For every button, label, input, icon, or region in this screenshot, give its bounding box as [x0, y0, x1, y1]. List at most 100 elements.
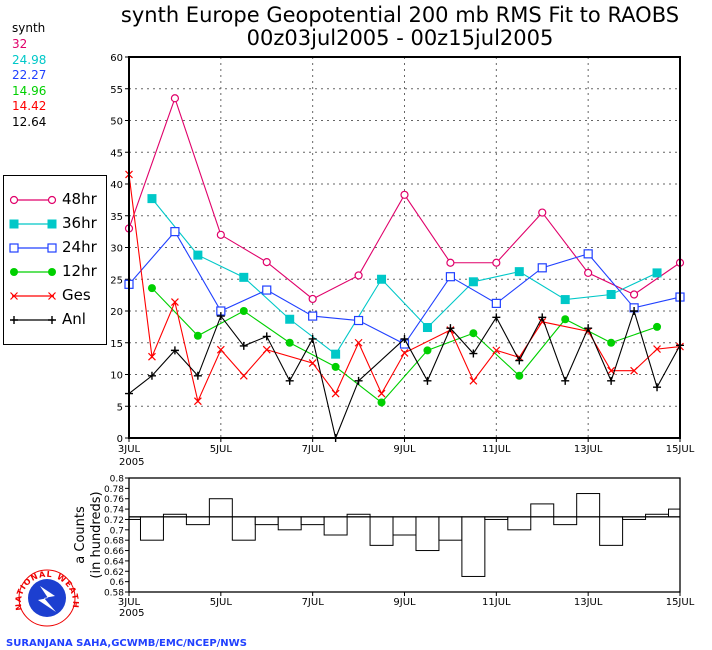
data-point [193, 397, 202, 406]
series-48hr [124, 94, 685, 304]
series-line [151, 198, 658, 355]
data-point [285, 376, 294, 385]
data-point [331, 389, 340, 398]
x-tick-label: 15JUL [666, 444, 695, 455]
data-point [491, 298, 501, 308]
data-point [423, 346, 432, 355]
data-point [538, 313, 547, 322]
data-point [285, 338, 294, 347]
x-tick-label: 9JUL [393, 597, 416, 608]
y-tick-label: 0.7 [110, 526, 124, 536]
data-point [560, 295, 570, 305]
data-point [584, 268, 593, 277]
data-point [629, 290, 639, 299]
count-bar [185, 516, 210, 526]
data-point [469, 329, 478, 338]
y-tick-label: 55 [110, 85, 123, 96]
legend-marker-icon [9, 219, 19, 229]
legend-marker-icon [9, 243, 19, 253]
x-tick-label: 9JUL [393, 444, 416, 455]
data-point [514, 267, 524, 277]
data-point [285, 314, 295, 324]
legend: 48hr 36hr 24hr 12hr Ges Anl [3, 175, 107, 345]
data-point [239, 371, 248, 380]
y-tick-label: 25 [110, 275, 123, 286]
legend-marker-icon [10, 292, 18, 300]
x-year-label: 2005 [119, 608, 144, 619]
data-point [607, 376, 616, 385]
data-point [445, 272, 456, 282]
data-point [561, 315, 570, 324]
plot-frame [128, 477, 681, 593]
data-point [630, 307, 639, 315]
data-point [331, 362, 340, 371]
data-point [148, 352, 156, 361]
plot-frame [128, 56, 681, 439]
data-point [262, 258, 271, 267]
legend-marker-icon [48, 316, 56, 324]
data-point [170, 298, 179, 307]
count-bar [277, 516, 302, 531]
count-plot: 0.580.60.620.640.660.680.70.720.740.760.… [73, 475, 695, 620]
data-point [170, 94, 180, 103]
data-point [170, 227, 180, 237]
data-point [653, 322, 662, 331]
data-point [468, 277, 478, 287]
data-point [652, 268, 662, 278]
y-axis-label-line2: (in hundreds) [89, 491, 104, 578]
data-point [308, 359, 317, 367]
data-point [216, 345, 225, 354]
y-tick-label: 0.6 [110, 578, 125, 588]
data-point [377, 389, 386, 398]
synth-value: 14.42 [12, 99, 47, 113]
data-point [584, 324, 593, 333]
data-point [607, 338, 616, 347]
x-tick-label: 11JUL [482, 597, 511, 608]
data-point [377, 274, 387, 284]
y-tick-label: 10 [110, 371, 123, 382]
count-bar [530, 503, 555, 518]
x-tick-label: 3JUL [118, 597, 141, 608]
y-tick-label: 0.68 [104, 537, 124, 547]
count-bar [300, 516, 325, 526]
data-point [537, 263, 547, 273]
data-point [193, 371, 202, 380]
count-bar [461, 516, 486, 577]
y-tick-label: 45 [110, 148, 123, 159]
data-point [606, 289, 616, 299]
legend-marker-icon [9, 195, 19, 205]
data-point [423, 376, 432, 385]
x-tick-label: 15JUL [666, 597, 695, 608]
x-tick-label: 5JUL [210, 444, 233, 455]
count-bar [599, 516, 624, 546]
title-line-2: 00z03jul2005 - 00z15jul2005 [246, 26, 554, 50]
legend-48hr: 48hr [62, 190, 97, 208]
y-tick-label: 15 [110, 339, 123, 350]
legend-marker-icon [47, 243, 57, 253]
data-point [422, 323, 432, 333]
data-point [469, 376, 478, 385]
legend-marker-icon [47, 195, 57, 205]
legend-24hr: 24hr [62, 238, 97, 256]
x-year-label: 2005 [119, 457, 144, 468]
data-point [377, 398, 386, 407]
count-bar [392, 516, 417, 536]
count-bar [415, 516, 440, 552]
data-point [216, 230, 225, 239]
y-tick-label: 20 [110, 307, 123, 318]
data-point [492, 258, 501, 267]
data-point [492, 313, 501, 322]
legend-12hr: 12hr [62, 262, 97, 280]
x-tick-label: 5JUL [210, 597, 233, 608]
data-point [538, 208, 547, 217]
data-point [308, 294, 317, 304]
data-point [262, 285, 272, 295]
y-tick-label: 35 [110, 212, 123, 223]
x-tick-label: 7JUL [302, 444, 325, 455]
count-bar [323, 516, 348, 536]
logo-bolt [38, 586, 56, 612]
x-tick-label: 11JUL [482, 444, 511, 455]
data-point [583, 249, 593, 259]
y-tick-label: 30 [110, 244, 123, 255]
